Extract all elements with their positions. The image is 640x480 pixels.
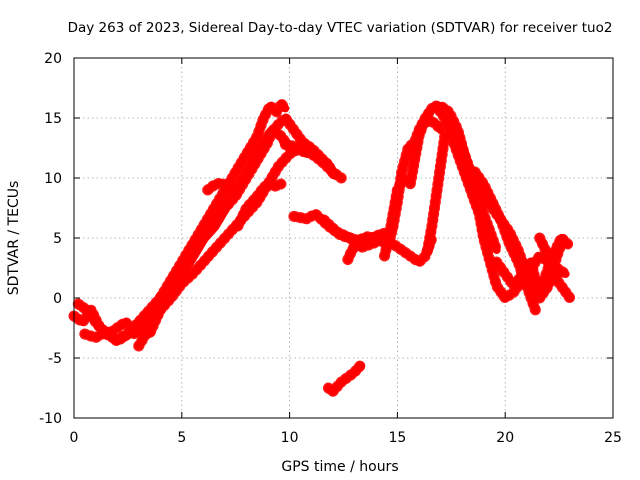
data-series-markers-trace-18 xyxy=(534,232,576,304)
x-axis-label: GPS time / hours xyxy=(281,459,398,475)
data-series-markers-trace-13 xyxy=(422,130,451,256)
x-tick-label: 5 xyxy=(177,430,186,446)
y-tick-label: -5 xyxy=(48,351,62,367)
data-series-markers-trace-14 xyxy=(430,100,572,304)
data-series-markers-trace-8 xyxy=(279,138,347,184)
y-axis-label: SDTVAR / TECUs xyxy=(6,181,22,296)
data-series-markers-trace-4 xyxy=(133,124,313,352)
x-tick-label: 15 xyxy=(388,430,406,446)
data-series-markers-trace-19 xyxy=(322,359,367,398)
plot-area xyxy=(68,98,576,398)
chart-title: Day 263 of 2023, Sidereal Day-to-day VTE… xyxy=(68,20,613,36)
x-tick-label: 25 xyxy=(604,430,622,446)
data-series-markers-trace-10 xyxy=(342,226,395,266)
data-series-markers-trace-9 xyxy=(318,214,395,254)
data-series-markers-trace-16 xyxy=(469,166,541,316)
y-tick-label: 5 xyxy=(53,231,62,247)
y-tick-label: 10 xyxy=(44,171,62,187)
axes: 0 5 10 15 20 25 -10 -5 0 5 10 15 20 xyxy=(39,51,622,446)
x-tick-label: 20 xyxy=(496,430,514,446)
x-tick-label: 10 xyxy=(281,430,299,446)
data-series-trace-3 xyxy=(80,144,335,346)
y-tick-label: -10 xyxy=(39,411,62,427)
y-tick-label: 15 xyxy=(44,111,62,127)
data-series-markers-trace-6 xyxy=(232,178,287,232)
data-series-markers-trace-12 xyxy=(379,114,446,262)
y-tick-label: 0 xyxy=(53,291,62,307)
y-tick-label: 20 xyxy=(44,51,62,67)
data-series-markers-trace-3 xyxy=(79,142,337,347)
data-series-markers-trace-1 xyxy=(68,98,291,340)
data-series-markers-trace-5 xyxy=(202,177,239,196)
x-tick-label: 0 xyxy=(70,430,79,446)
